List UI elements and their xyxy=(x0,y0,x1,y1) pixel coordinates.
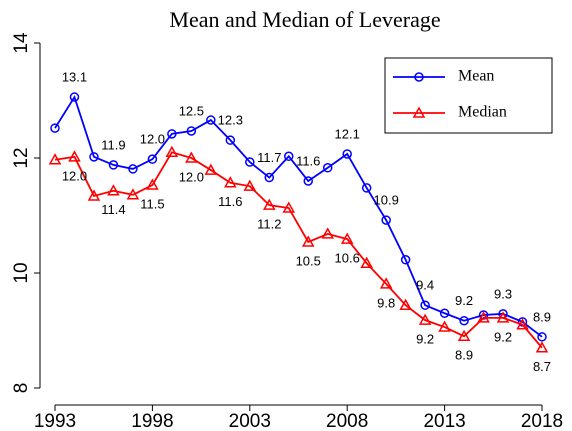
value-label: 10.6 xyxy=(335,251,360,266)
value-label: 10.5 xyxy=(296,253,321,268)
circle-marker xyxy=(245,157,255,167)
triangle-marker xyxy=(412,106,426,118)
triangle-marker xyxy=(48,153,62,165)
value-label: 11.9 xyxy=(101,137,125,152)
circle-marker xyxy=(69,92,80,102)
circle-marker xyxy=(420,300,430,310)
value-label: 9.3 xyxy=(494,286,512,301)
circle-marker xyxy=(264,172,275,183)
triangle-marker xyxy=(418,313,432,325)
value-label: 12.3 xyxy=(218,113,243,128)
value-label: 12.5 xyxy=(179,103,204,118)
circle-marker xyxy=(206,115,216,125)
value-label: 13.1 xyxy=(62,69,87,84)
legend-label: Median xyxy=(458,104,507,121)
series-line xyxy=(54,151,543,349)
circle-marker xyxy=(381,215,391,225)
chart-title: Mean and Median of Leverage xyxy=(169,7,440,32)
triangle-marker xyxy=(438,320,451,332)
triangle-marker xyxy=(496,311,510,323)
x-tick-label: 2003 xyxy=(229,411,271,431)
triangle-marker xyxy=(457,329,471,341)
triangle-marker xyxy=(340,232,354,244)
circle-marker xyxy=(284,151,294,162)
value-label: 9.8 xyxy=(377,295,395,310)
value-label: 8.9 xyxy=(455,348,473,363)
triangle-marker xyxy=(399,298,412,310)
value-label: 9.2 xyxy=(455,293,473,308)
circle-marker xyxy=(459,315,469,326)
triangle-marker xyxy=(146,178,159,190)
triangle-marker xyxy=(301,235,315,247)
circle-marker xyxy=(342,149,352,159)
triangle-marker xyxy=(224,176,237,188)
triangle-marker xyxy=(263,198,276,210)
value-label: 10.9 xyxy=(374,193,399,208)
value-label: 12.1 xyxy=(335,126,360,141)
circle-marker xyxy=(414,72,424,82)
value-label: 11.4 xyxy=(101,202,125,217)
legend-label: Mean xyxy=(458,68,494,85)
value-label: 11.2 xyxy=(257,217,281,232)
circle-marker xyxy=(322,163,333,173)
circle-marker xyxy=(439,308,450,318)
triangle-marker xyxy=(165,145,179,157)
circle-marker xyxy=(303,176,313,186)
value-label: 9.4 xyxy=(416,278,434,293)
y-tick-label: 14 xyxy=(11,32,32,54)
triangle-marker xyxy=(126,188,140,200)
triangle-marker xyxy=(535,341,549,353)
circle-marker xyxy=(89,152,99,162)
circle-marker xyxy=(225,135,236,145)
circle-marker xyxy=(108,160,119,170)
value-label: 12.0 xyxy=(140,132,165,147)
triangle-marker xyxy=(516,318,529,330)
circle-marker xyxy=(186,126,197,136)
circle-marker xyxy=(537,332,547,342)
circle-marker xyxy=(400,255,411,265)
value-label: 11.6 xyxy=(218,194,242,209)
triangle-marker xyxy=(360,256,373,268)
y-tick-label: 12 xyxy=(11,147,32,168)
value-label: 11.7 xyxy=(257,150,281,165)
value-label: 11.6 xyxy=(296,153,320,168)
circle-marker xyxy=(167,129,177,139)
triangle-marker xyxy=(107,184,120,196)
circle-marker xyxy=(128,164,138,174)
value-label: 9.2 xyxy=(416,332,434,347)
triangle-marker xyxy=(282,201,296,213)
circle-marker xyxy=(361,183,372,193)
x-tick-label: 2013 xyxy=(423,411,465,431)
triangle-marker xyxy=(321,227,334,239)
triangle-marker xyxy=(185,151,198,163)
x-tick-label: 2018 xyxy=(521,411,563,431)
circle-marker xyxy=(147,154,158,164)
x-tick-label: 1993 xyxy=(34,411,76,431)
triangle-marker xyxy=(204,163,218,175)
triangle-marker xyxy=(87,189,101,201)
circle-marker xyxy=(50,123,60,133)
x-tick-label: 1998 xyxy=(131,411,173,431)
legend-box xyxy=(384,57,553,134)
value-label: 8.9 xyxy=(533,309,551,324)
x-tick-label: 2008 xyxy=(326,411,368,431)
triangle-marker xyxy=(379,277,393,289)
value-label: 9.2 xyxy=(494,329,512,344)
y-tick-label: 10 xyxy=(11,262,32,283)
y-tick-label: 8 xyxy=(11,383,32,394)
value-label: 12.0 xyxy=(62,168,87,183)
triangle-marker xyxy=(243,179,257,191)
triangle-marker xyxy=(68,150,81,162)
value-label: 12.0 xyxy=(179,169,204,184)
value-label: 8.7 xyxy=(533,359,551,374)
triangle-marker xyxy=(477,311,490,323)
value-label: 11.5 xyxy=(140,196,164,211)
